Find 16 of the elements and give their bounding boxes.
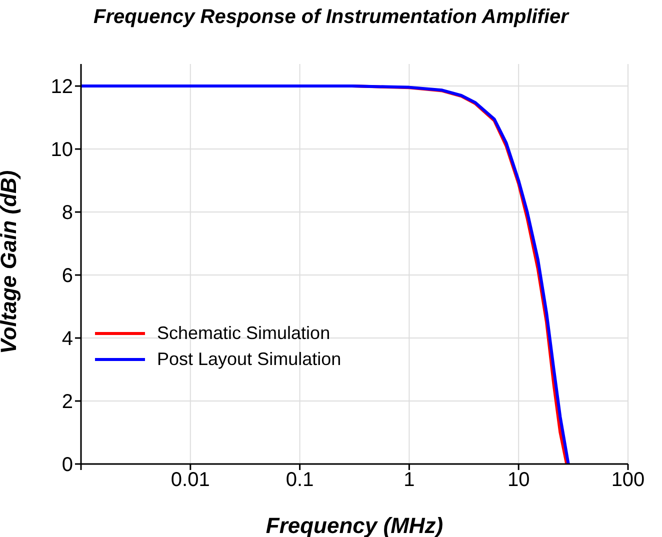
y-tick-label: 6 [62, 265, 73, 288]
x-tick-label: 0.1 [286, 469, 314, 492]
x-tick-label: 1 [404, 469, 415, 492]
legend-label: Schematic Simulation [157, 322, 330, 345]
y-tick-label: 4 [62, 328, 73, 350]
y-tick-label: 10 [50, 139, 73, 162]
y-tick-label: 2 [62, 391, 73, 414]
x-tick-label: 10 [507, 469, 530, 492]
x-tick-label: 0.01 [170, 469, 210, 492]
y-axis-title: Voltage Gain (dB) [0, 170, 21, 354]
x-tick-label: 100 [611, 469, 645, 492]
y-tick-label: 8 [62, 202, 73, 224]
chart-title: Frequency Response of Instrumentation Amplifier [92, 6, 570, 29]
y-tick-label: 0 [62, 454, 73, 476]
legend-label: Post Layout Simulation [157, 348, 342, 371]
y-tick-label: 12 [50, 76, 73, 98]
